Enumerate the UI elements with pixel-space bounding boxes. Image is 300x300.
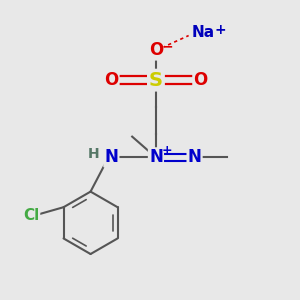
Text: N: N [188, 148, 202, 166]
Text: S: S [149, 71, 163, 90]
Text: +: + [214, 22, 226, 37]
Text: N: N [149, 148, 163, 166]
Text: H: H [88, 148, 99, 161]
Text: O: O [149, 41, 163, 59]
Text: O: O [104, 71, 118, 89]
Text: −: − [162, 39, 174, 53]
Text: +: + [162, 144, 172, 158]
Text: Na: Na [192, 25, 215, 40]
Text: Cl: Cl [23, 208, 39, 223]
Text: O: O [194, 71, 208, 89]
Text: N: N [104, 148, 118, 166]
